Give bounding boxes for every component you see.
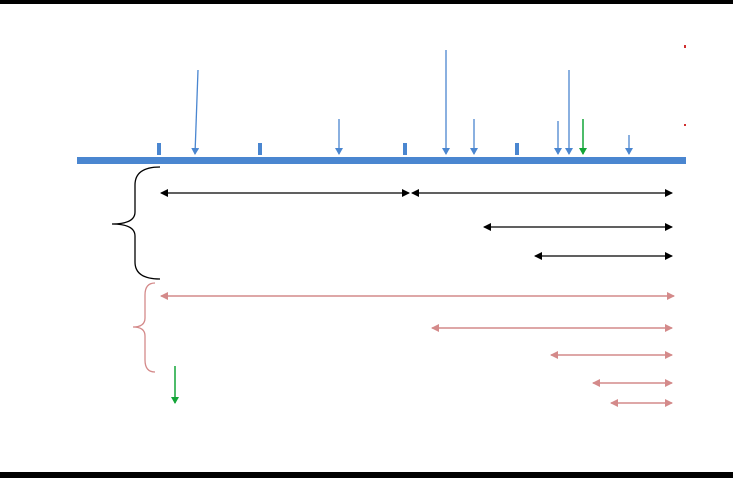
tick <box>515 143 519 155</box>
timeline-bar <box>77 157 686 164</box>
tick <box>157 143 161 155</box>
red-brace <box>132 282 156 373</box>
red-mark <box>684 45 686 48</box>
top-border <box>0 0 733 4</box>
tick <box>258 143 262 155</box>
bottom-border <box>0 472 733 478</box>
black-spans <box>160 189 673 260</box>
red-spans <box>160 292 675 407</box>
event-arrow <box>191 69 200 155</box>
black-brace <box>111 166 161 280</box>
tick <box>403 143 407 155</box>
red-mark <box>684 124 686 126</box>
event-arrows <box>191 50 633 155</box>
timeline-ticks <box>157 143 519 155</box>
